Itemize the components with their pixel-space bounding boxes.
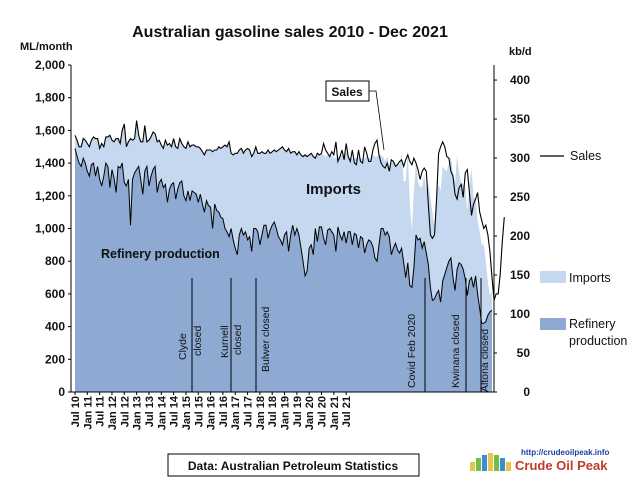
refinery-area: [75, 148, 492, 392]
source-text: Data: Australian Petroleum Statistics: [188, 459, 399, 473]
clyde-label-2: closed: [192, 325, 204, 356]
x-tick-label: Jul 13: [144, 396, 156, 427]
x-tick-label: Jul 12: [119, 396, 131, 427]
legend-refinery-swatch: [540, 318, 566, 330]
logo-bar: [494, 455, 499, 471]
logo-bar: [482, 455, 487, 471]
source-box-frame: [167, 453, 420, 477]
left-tick-label: 800: [45, 254, 65, 268]
right-tick-label: 250: [510, 190, 530, 204]
right-tick-label: 100: [510, 307, 530, 321]
sales-callout-label: Sales: [331, 85, 363, 99]
left-tick-label: 400: [45, 320, 65, 334]
kurnell-label-1: Kurnell: [219, 325, 231, 358]
logo-bar: [470, 462, 475, 471]
legend-refinery-label-1: Refinery: [569, 317, 616, 331]
x-tick-label: Jul 18: [267, 396, 279, 427]
logo: http://crudeoilpeak.info Crude Oil Peak: [470, 448, 610, 473]
kurnell-label-2: closed: [232, 324, 244, 355]
x-tick-label: Jul 20: [317, 396, 329, 427]
logo-url: http://crudeoilpeak.info: [521, 448, 610, 457]
right-ticks: 0 50 100 150 200 250 300 350 400: [494, 73, 530, 399]
legend-refinery-label-2: production: [569, 334, 627, 348]
left-axis-unit: ML/month: [20, 41, 73, 53]
x-tick-label: Jul 11: [95, 396, 107, 427]
x-ticks: Jul 10 Jan 11 Jul 11 Jan 12 Jul 12 Jan 13 Jul …: [70, 392, 353, 430]
left-ticks: 0 200 400 600 800 1,000 1,200 1,400 1,600 1,800 2,…: [35, 58, 71, 399]
bulwer-label: Bulwer closed: [260, 306, 272, 372]
x-tick-label: Jan 11: [82, 396, 94, 430]
source-box: Data: Australian Petroleum Statistics: [167, 453, 420, 477]
sales-callout-pointer: [369, 90, 385, 151]
right-axis-unit: kb/d: [509, 46, 532, 58]
left-tick-label: 1,200: [35, 189, 65, 203]
logo-bar: [488, 453, 493, 471]
x-tick-label: Jan 12: [107, 396, 119, 430]
x-tick-label: Jul 10: [70, 396, 82, 427]
logo-bar: [506, 462, 511, 471]
imports-area-label: Imports: [306, 181, 361, 198]
left-tick-label: 1,600: [35, 123, 65, 137]
axes: 0 200 400 600 800 1,000 1,200 1,400 1,600 1,800 2,…: [35, 58, 530, 430]
chart-title: Australian gasoline sales 2010 - Dec 202…: [132, 24, 448, 41]
left-tick-label: 1,000: [35, 222, 65, 236]
legend-imports-swatch: [540, 271, 566, 283]
covid-label: Covid Feb 2020: [406, 314, 418, 388]
x-tick-label: Jan 14: [156, 395, 168, 430]
x-tick-label: Jan 13: [132, 396, 144, 430]
right-tick-label: 200: [510, 229, 530, 243]
right-tick-label: 0: [523, 385, 530, 399]
x-tick-label: Jul 16: [218, 396, 230, 427]
sales-line: [74, 120, 505, 301]
left-tick-label: 1,400: [35, 156, 65, 170]
x-tick-label: Jul 17: [243, 396, 255, 427]
x-tick-label: Jan 20: [304, 396, 316, 430]
refinery-line: [74, 148, 493, 324]
logo-graphic: [470, 453, 511, 471]
x-tick-label: Jan 18: [255, 396, 267, 430]
right-tick-label: 400: [510, 73, 530, 87]
legend: Sales Imports Refinery production: [540, 149, 627, 348]
left-tick-label: 2,000: [35, 58, 65, 72]
x-tick-label: Jan 19: [280, 396, 292, 430]
legend-sales-label: Sales: [570, 149, 601, 163]
x-tick-label: Jul 21: [341, 396, 353, 427]
x-tick-label: Jan 21: [329, 396, 341, 430]
x-tick-label: Jul 19: [292, 396, 304, 427]
x-tick-label: Jan 17: [230, 396, 242, 430]
altona-label: Altona closed: [479, 329, 491, 392]
right-tick-label: 300: [510, 151, 530, 165]
x-tick-label: Jan 16: [206, 396, 218, 430]
left-tick-label: 200: [45, 352, 65, 366]
x-tick-label: Jul 15: [193, 396, 205, 427]
left-tick-label: 0: [58, 385, 65, 399]
x-tick-label: Jan 15: [181, 396, 193, 430]
right-tick-label: 150: [510, 268, 530, 282]
sales-callout: Sales: [325, 80, 385, 151]
right-tick-label: 50: [517, 346, 531, 360]
logo-bar: [500, 458, 505, 471]
right-tick-label: 350: [510, 112, 530, 126]
refinery-area-label: Refinery production: [101, 247, 220, 261]
logo-bar: [476, 458, 481, 471]
x-tick-label: Jul 14: [169, 395, 181, 427]
legend-imports-label: Imports: [569, 271, 611, 285]
clyde-label-1: Clyde: [177, 333, 189, 360]
event-markers: Clyde closed Kurnell closed Bulwer close…: [177, 278, 491, 392]
left-tick-label: 600: [45, 287, 65, 301]
logo-name: Crude Oil Peak: [515, 458, 608, 473]
left-tick-label: 1,800: [35, 91, 65, 105]
plot-area: [71, 65, 505, 392]
kwinana-label: Kwinana closed: [450, 314, 462, 388]
